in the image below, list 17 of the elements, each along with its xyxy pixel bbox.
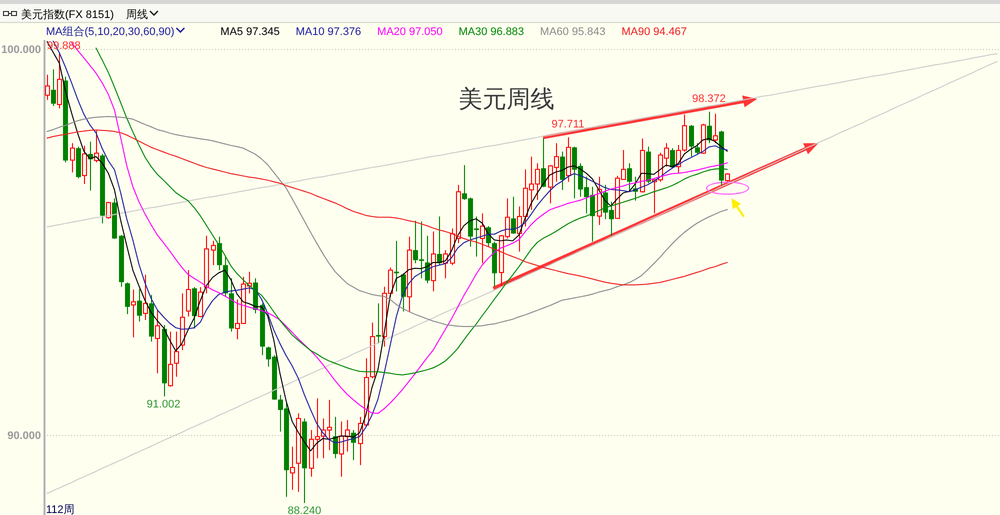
line-series [96,48,728,376]
text: 美元周线 [458,86,555,113]
y-tick-label: 90.000 [7,430,41,442]
chart-subtitle: 美元指数(FX 8151) [21,8,114,21]
x-axis-title: 112周 [46,504,75,515]
annotation: 88.240 [288,505,322,515]
line-series [46,116,728,328]
annotation: 98.372 [692,92,726,105]
legend: MA5 97.345 MA10 97.376 MA20 97.050 MA30 96.883 MA60 95.843 MA90 94.467 [220,26,687,38]
line-series [46,129,728,286]
y-tick-label: 100.000 [1,44,41,56]
annotation: 97.711 [552,118,584,130]
line-series [46,53,998,228]
legend-title: MA组合(5,10,20,30,60,90) [46,25,174,38]
annotation: 91.002 [146,398,180,410]
text: 周线 [126,8,148,21]
line-series [46,61,998,494]
